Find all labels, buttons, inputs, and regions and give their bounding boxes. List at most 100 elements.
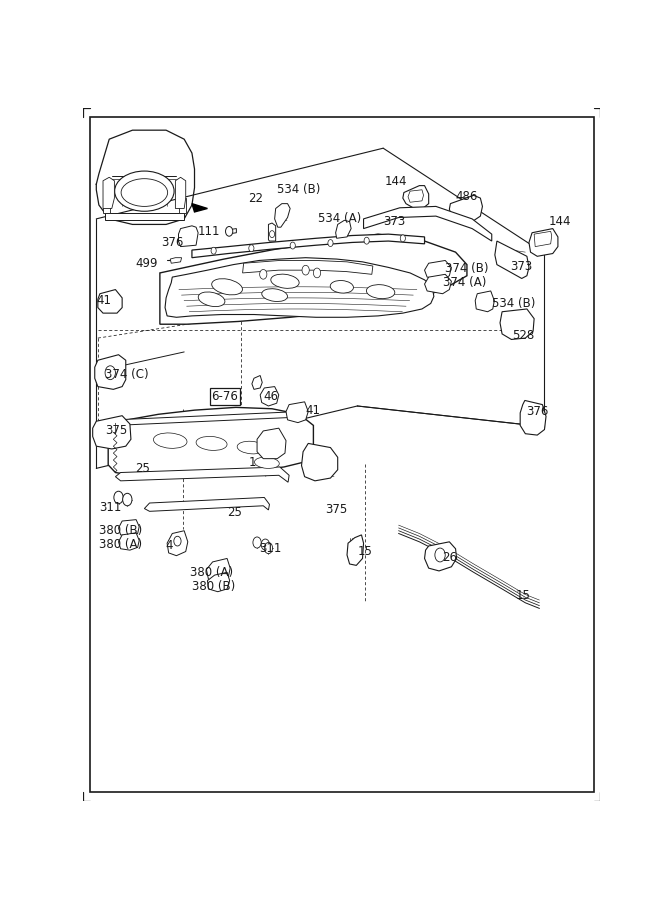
Polygon shape [500, 309, 534, 339]
Text: 15: 15 [516, 590, 530, 602]
Polygon shape [495, 241, 529, 278]
Text: 25: 25 [135, 462, 150, 475]
Polygon shape [227, 229, 236, 234]
Polygon shape [534, 231, 552, 247]
Text: 311: 311 [259, 542, 281, 555]
Polygon shape [115, 411, 299, 426]
Text: 380 (B): 380 (B) [99, 524, 142, 537]
Text: 375: 375 [325, 503, 348, 517]
Polygon shape [175, 177, 185, 209]
Text: 6-76: 6-76 [211, 390, 238, 403]
Polygon shape [257, 428, 286, 459]
Polygon shape [408, 190, 424, 203]
Circle shape [364, 238, 370, 244]
Circle shape [253, 537, 261, 548]
Text: 1: 1 [249, 456, 256, 469]
Circle shape [225, 227, 233, 236]
Circle shape [123, 493, 132, 506]
Ellipse shape [196, 436, 227, 450]
Ellipse shape [271, 274, 299, 288]
Ellipse shape [366, 284, 395, 299]
Text: 376: 376 [526, 405, 549, 418]
Ellipse shape [237, 441, 265, 454]
Polygon shape [425, 260, 452, 280]
Polygon shape [160, 234, 467, 324]
Text: 144: 144 [549, 215, 571, 229]
Circle shape [290, 242, 295, 249]
Text: 534 (B): 534 (B) [277, 184, 320, 196]
Text: 534 (B): 534 (B) [492, 297, 535, 310]
Circle shape [174, 536, 181, 546]
Text: 111: 111 [198, 225, 221, 238]
Ellipse shape [153, 433, 187, 448]
Polygon shape [144, 498, 269, 511]
Ellipse shape [121, 179, 167, 206]
Polygon shape [529, 229, 558, 256]
Polygon shape [98, 290, 122, 313]
Text: 26: 26 [442, 551, 457, 563]
Text: 376: 376 [161, 236, 183, 249]
Text: 374 (A): 374 (A) [443, 276, 486, 289]
Text: 380 (A): 380 (A) [190, 566, 233, 579]
Text: 373: 373 [510, 259, 533, 273]
Polygon shape [108, 408, 313, 475]
Polygon shape [119, 533, 139, 550]
Polygon shape [103, 177, 115, 209]
Ellipse shape [211, 279, 243, 295]
Text: 41: 41 [96, 294, 111, 307]
Polygon shape [268, 223, 275, 241]
Polygon shape [347, 535, 364, 565]
Polygon shape [425, 274, 452, 293]
Polygon shape [93, 416, 131, 449]
Polygon shape [336, 220, 351, 238]
Circle shape [328, 239, 333, 247]
Polygon shape [450, 195, 482, 221]
Ellipse shape [261, 289, 287, 302]
Polygon shape [403, 185, 429, 208]
Polygon shape [301, 444, 338, 481]
Polygon shape [115, 467, 289, 482]
Polygon shape [207, 572, 229, 591]
Polygon shape [475, 291, 494, 311]
Polygon shape [520, 400, 546, 435]
Text: 380 (B): 380 (B) [192, 580, 235, 593]
Text: 46: 46 [263, 390, 278, 403]
Circle shape [249, 245, 254, 252]
Polygon shape [105, 213, 184, 220]
Text: 41: 41 [305, 403, 321, 417]
Text: 22: 22 [247, 192, 263, 204]
Polygon shape [192, 234, 425, 257]
Polygon shape [192, 203, 207, 212]
Polygon shape [95, 355, 126, 390]
Text: 373: 373 [383, 215, 406, 229]
Polygon shape [103, 198, 110, 213]
Text: 528: 528 [512, 328, 535, 342]
Polygon shape [243, 260, 373, 274]
Polygon shape [260, 387, 279, 406]
Text: 380 (A): 380 (A) [99, 538, 142, 551]
Circle shape [105, 365, 115, 380]
Circle shape [400, 235, 406, 242]
Circle shape [259, 269, 267, 279]
Polygon shape [275, 203, 290, 227]
Polygon shape [170, 257, 181, 263]
Text: 144: 144 [384, 175, 407, 188]
Ellipse shape [115, 171, 174, 212]
Circle shape [261, 539, 269, 550]
Polygon shape [364, 206, 492, 241]
Ellipse shape [198, 292, 225, 307]
Circle shape [313, 268, 321, 278]
Polygon shape [179, 198, 185, 213]
Polygon shape [165, 257, 434, 318]
Text: 534 (A): 534 (A) [318, 212, 362, 225]
Circle shape [114, 491, 123, 504]
Polygon shape [179, 226, 198, 247]
Polygon shape [286, 401, 308, 423]
Text: 4: 4 [165, 539, 173, 553]
Text: 15: 15 [358, 545, 372, 558]
Circle shape [264, 543, 273, 553]
Polygon shape [425, 542, 457, 571]
Polygon shape [119, 519, 139, 536]
Circle shape [211, 248, 216, 254]
Text: 499: 499 [135, 256, 157, 270]
